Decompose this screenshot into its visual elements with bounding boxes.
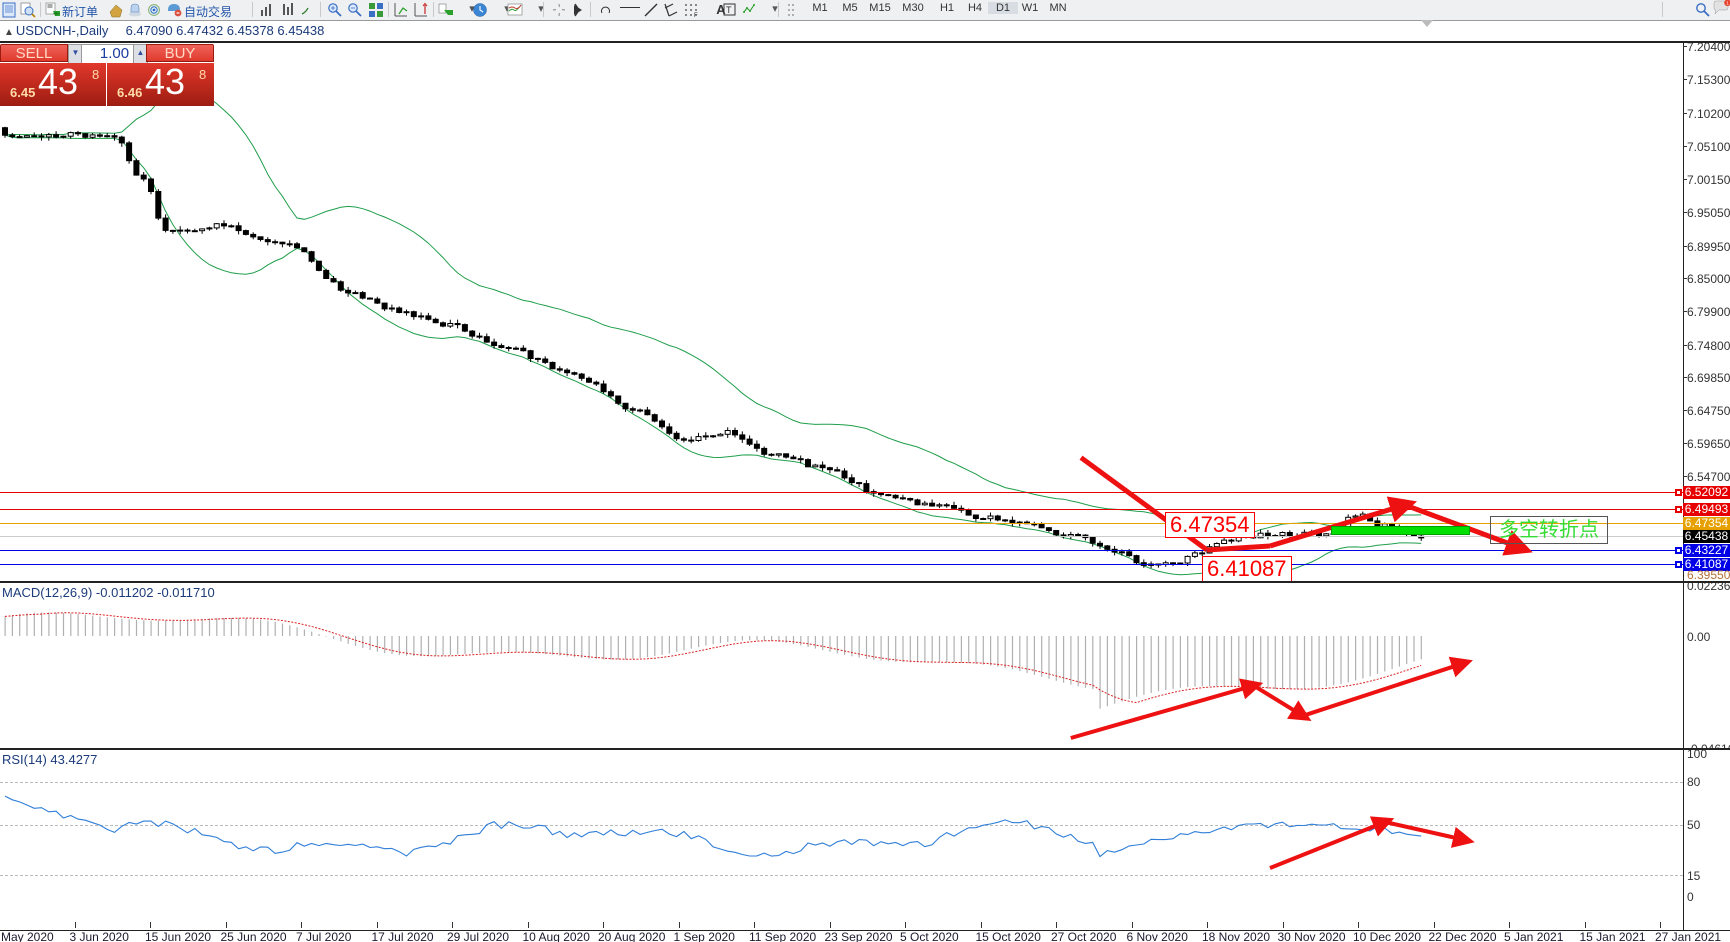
- svg-text:T: T: [726, 5, 732, 15]
- svg-text:F: F: [694, 13, 698, 18]
- svg-text:1: 1: [1726, 0, 1729, 5]
